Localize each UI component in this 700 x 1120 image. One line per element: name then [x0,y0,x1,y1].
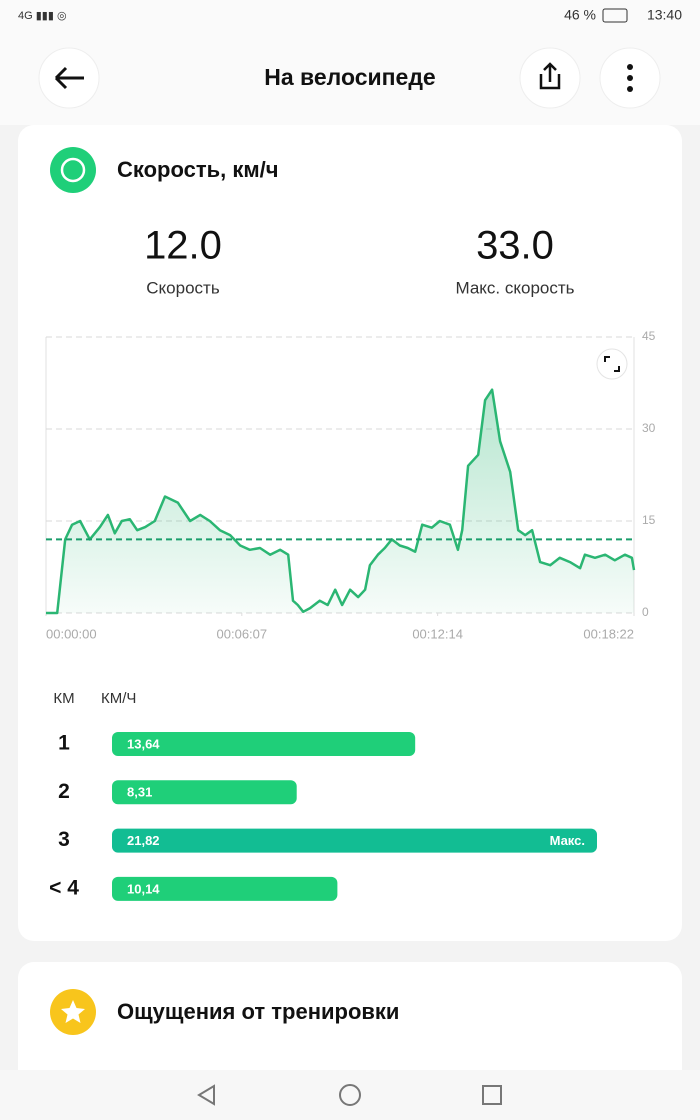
card-title: Скорость, км/ч [117,157,279,182]
battery-text: 46 % [564,7,596,23]
battery-icon [602,8,628,23]
km-label: < 4 [49,876,79,899]
km-label: 1 [58,732,70,755]
max-badge: Макс. [550,833,585,848]
y-tick-label: 0 [642,605,649,619]
nav-home[interactable] [339,1084,361,1106]
nav-bar [0,1070,700,1120]
y-tick-label: 45 [642,329,656,343]
split-value: 13,64 [127,736,160,751]
expand-icon [604,356,620,372]
km-label: 2 [58,780,70,803]
page-title: На велосипеде [264,64,435,90]
speed-chart: 0 15 30 45 00:00:00 00:06:07 00:12:14 00:18:22 [45,329,656,641]
stat-value: 12.0 [144,224,222,268]
signal-icon: 4G ▮▮▮ ◎ [18,10,67,22]
x-tick-label: 00:12:14 [412,626,463,641]
y-tick-label: 15 [642,513,656,527]
column-header: КМ [53,690,74,707]
menu-icon [627,64,633,92]
share-icon [539,62,561,90]
stat-label: Скорость [146,278,220,297]
split-bar [112,732,416,756]
stat-label: Макс. скорость [455,278,574,297]
km-label: 3 [58,828,70,851]
top-area [0,0,700,125]
expand-button[interactable] [596,348,628,380]
back-icon [54,66,84,90]
feelings-card [18,962,682,1102]
star-icon [61,1000,85,1023]
stat-value: 33.0 [476,224,554,268]
clock: 13:40 [647,7,682,23]
split-value: 8,31 [127,785,152,800]
splits-table: КМ КМ/Ч 1 13,64 2 8,31 3 21,82 Макс. < 4 10,14 [49,690,597,901]
line [46,388,636,615]
nav-back[interactable] [197,1084,215,1106]
card-title: Ощущения от тренировки [117,999,399,1024]
x-tick-label: 00:06:07 [217,626,268,641]
x-tick-label: 00:00:00 [46,626,97,641]
area [46,389,634,613]
split-value: 10,14 [127,881,160,896]
split-bar [112,780,297,805]
speed-icon [50,147,96,193]
x-tick-label: 00:18:22 [583,626,634,641]
split-value: 21,82 [127,833,160,848]
column-header: КМ/Ч [101,690,136,707]
y-tick-label: 30 [642,421,656,435]
nav-recent[interactable] [482,1085,502,1105]
split-bar [112,828,597,853]
speed-icon-dial [60,157,86,183]
split-bar [112,876,338,901]
